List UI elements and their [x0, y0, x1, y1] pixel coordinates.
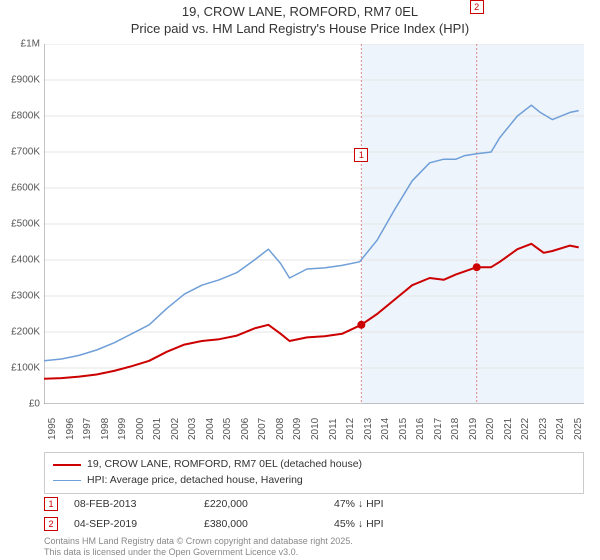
footer-line1: Contains HM Land Registry data © Crown c… [44, 536, 584, 547]
y-tick-label: £700K [11, 147, 40, 158]
legend-swatch [53, 464, 81, 466]
legend-item: HPI: Average price, detached house, Have… [53, 473, 575, 489]
x-tick-label: 2004 [205, 418, 216, 440]
legend-swatch [53, 480, 81, 481]
x-tick-label: 2016 [415, 418, 426, 440]
y-tick-label: £300K [11, 291, 40, 302]
y-tick-label: £0 [29, 399, 40, 410]
sales-row-price: £380,000 [204, 518, 334, 530]
sales-row-marker: 2 [44, 517, 58, 531]
y-tick-label: £200K [11, 327, 40, 338]
y-tick-label: £100K [11, 363, 40, 374]
x-tick-label: 2001 [152, 418, 163, 440]
sale-marker-box: 1 [354, 148, 368, 162]
y-tick-label: £400K [11, 255, 40, 266]
x-tick-label: 2008 [275, 418, 286, 440]
sales-row: 2 04-SEP-2019£380,00045% ↓ HPI [44, 514, 584, 534]
x-tick-label: 2012 [345, 418, 356, 440]
x-tick-label: 1995 [47, 418, 58, 440]
x-tick-label: 2000 [135, 418, 146, 440]
footer-line2: This data is licensed under the Open Gov… [44, 547, 584, 558]
legend-item: 19, CROW LANE, ROMFORD, RM7 0EL (detache… [53, 457, 575, 473]
x-tick-label: 2017 [433, 418, 444, 440]
sales-table: 1 08-FEB-2013£220,00047% ↓ HPI 2 04-SEP-201… [44, 494, 584, 534]
x-tick-label: 2024 [555, 418, 566, 440]
x-tick-label: 2020 [485, 418, 496, 440]
chart-title-line2: Price paid vs. HM Land Registry's House … [0, 21, 600, 38]
x-tick-label: 2021 [503, 418, 514, 440]
x-tick-label: 2002 [170, 418, 181, 440]
x-tick-label: 2009 [292, 418, 303, 440]
chart-svg [44, 44, 584, 404]
legend-label: 19, CROW LANE, ROMFORD, RM7 0EL (detache… [87, 457, 362, 473]
x-tick-label: 2003 [187, 418, 198, 440]
sales-row-price: £220,000 [204, 498, 334, 510]
legend: 19, CROW LANE, ROMFORD, RM7 0EL (detache… [44, 452, 584, 494]
sales-row-date: 08-FEB-2013 [74, 498, 204, 510]
x-tick-label: 2005 [222, 418, 233, 440]
x-tick-label: 1998 [100, 418, 111, 440]
sales-row-delta: 47% ↓ HPI [334, 498, 454, 510]
x-tick-label: 2014 [380, 418, 391, 440]
x-tick-label: 2015 [398, 418, 409, 440]
x-tick-label: 2022 [520, 418, 531, 440]
x-tick-label: 2011 [328, 418, 339, 440]
y-tick-label: £800K [11, 111, 40, 122]
sale-marker-box: 2 [470, 0, 484, 14]
sales-row-marker: 1 [44, 497, 58, 511]
x-tick-label: 2010 [310, 418, 321, 440]
chart-title-line1: 19, CROW LANE, ROMFORD, RM7 0EL [0, 4, 600, 21]
x-tick-label: 2018 [450, 418, 461, 440]
x-tick-label: 1996 [65, 418, 76, 440]
x-tick-label: 2007 [257, 418, 268, 440]
sales-row-delta: 45% ↓ HPI [334, 518, 454, 530]
x-tick-label: 1999 [117, 418, 128, 440]
sales-row-date: 04-SEP-2019 [74, 518, 204, 530]
x-tick-label: 1997 [82, 418, 93, 440]
x-tick-label: 2023 [538, 418, 549, 440]
x-tick-label: 2013 [363, 418, 374, 440]
y-tick-label: £900K [11, 75, 40, 86]
chart-area: £0£100K£200K£300K£400K£500K£600K£700K£80… [44, 44, 584, 404]
sales-row: 1 08-FEB-2013£220,00047% ↓ HPI [44, 494, 584, 514]
x-tick-label: 2019 [468, 418, 479, 440]
x-tick-label: 2006 [240, 418, 251, 440]
y-tick-label: £1M [21, 39, 40, 50]
x-tick-label: 2025 [573, 418, 584, 440]
footer: Contains HM Land Registry data © Crown c… [44, 536, 584, 558]
legend-label: HPI: Average price, detached house, Have… [87, 473, 303, 489]
y-tick-label: £500K [11, 219, 40, 230]
y-tick-label: £600K [11, 183, 40, 194]
chart-title-block: 19, CROW LANE, ROMFORD, RM7 0EL Price pa… [0, 0, 600, 38]
